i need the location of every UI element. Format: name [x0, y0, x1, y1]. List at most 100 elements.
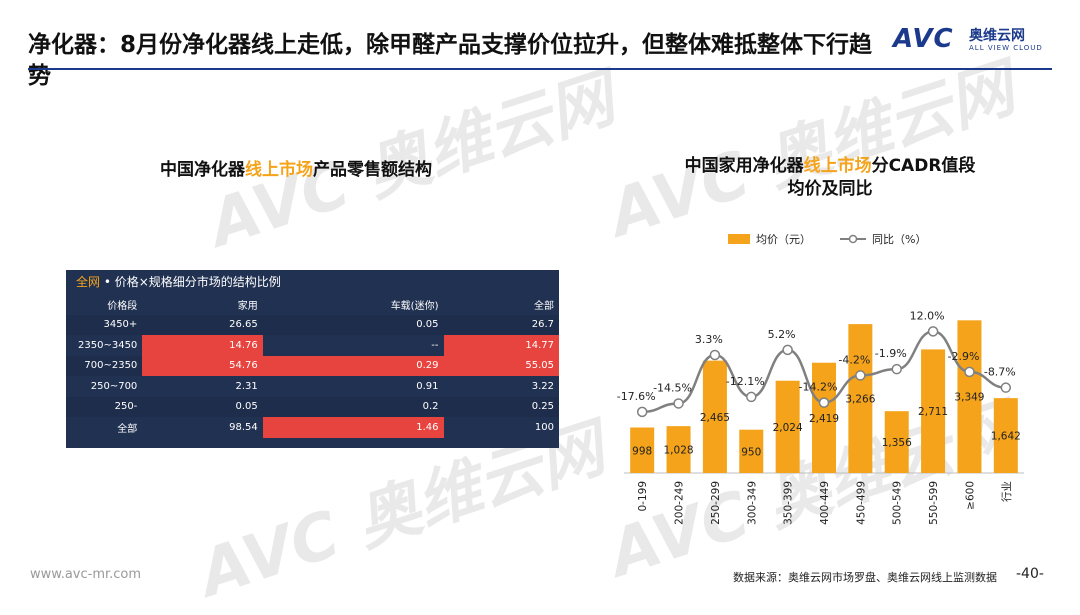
right-panel-title: 中国家用净化器线上市场分CADR值段 均价及同比	[684, 156, 976, 199]
bar-10	[993, 398, 1018, 473]
yoy-point-4	[782, 344, 793, 356]
yoy-point-5	[818, 397, 830, 408]
table-cell: 2.31	[235, 380, 258, 392]
table-cell: 26.7	[443, 314, 559, 335]
table-header: 车载(迷你)	[390, 300, 439, 312]
x-tick-label-7: 500-549	[892, 481, 904, 525]
yoy-label-7: -1.9%	[875, 347, 907, 360]
yoy-point-6	[855, 370, 866, 381]
yoy-label-10: -8.7%	[984, 366, 1016, 379]
table-cell: 2350~3450	[78, 339, 138, 351]
x-tick-label-0: 0-199	[637, 481, 649, 512]
yoy-point-9	[964, 366, 975, 378]
yoy-label-0: -17.6%	[617, 390, 656, 403]
bar-4	[775, 380, 800, 473]
yoy-label-2: 3.3%	[695, 333, 723, 346]
bar-label-1: 1,028	[664, 445, 694, 457]
yoy-point-8	[927, 326, 939, 337]
table-cell-highlight: 54.76	[142, 355, 263, 376]
bar-8	[921, 349, 946, 473]
table-cell: 3.22	[531, 380, 554, 392]
table: 价格段 家用 车载(迷你) 全部 3450+ 26.65 0.05 26.7 2…	[66, 294, 559, 438]
table-row: 2350~3450 14.76 -- 14.77	[66, 335, 559, 356]
table-cell-highlight: 55.05	[443, 355, 559, 376]
bar-label-8: 2,711	[918, 406, 948, 418]
table-cell: 700~2350	[66, 355, 143, 376]
page-number: -40-	[1016, 566, 1044, 582]
x-tick-label-5: 400-449	[819, 481, 831, 525]
bar-1	[666, 426, 691, 473]
table-header: 价格段	[107, 300, 138, 312]
bar-label-3: 950	[741, 446, 761, 458]
yoy-point-2	[709, 349, 721, 361]
yoy-label-5: -14.2%	[799, 381, 838, 394]
bar-9	[957, 320, 982, 473]
bar-label-5: 2,419	[809, 413, 839, 425]
table-cell: 100	[534, 421, 554, 433]
table-row: 250~700 2.31 0.91 3.22	[66, 376, 559, 397]
yoy-label-6: -4.2%	[838, 353, 870, 366]
logo-en-text: ALL VIEW CLOUD	[969, 44, 1043, 52]
table-cell-highlight: 14.76	[142, 335, 263, 356]
yoy-label-4: 5.2%	[768, 328, 796, 341]
table-cell-highlight: 1.46	[262, 417, 444, 438]
yoy-point-0	[636, 406, 648, 418]
title-divider	[28, 68, 1052, 70]
cadr-price-chart: 均价（元） 同比（%） 998 0-199 1,028 200-249 2,465 250-2…	[617, 233, 1024, 525]
bar-label-7: 1,356	[882, 437, 912, 449]
table-cell-highlight: 0.29	[262, 355, 444, 376]
legend-label-line: 同比（%）	[872, 233, 926, 246]
table-cell: 3450+	[66, 314, 143, 335]
data-source: 数据来源：奥维云网市场罗盘、奥维云网线上监测数据	[733, 571, 997, 584]
bar-label-10: 1,642	[991, 431, 1021, 443]
logo: AVC 奥维云网 ALL VIEW CLOUD	[893, 24, 1063, 56]
table-cell: 0.05	[262, 314, 444, 335]
yoy-label-8: 12.0%	[910, 309, 945, 322]
bar-2	[702, 360, 727, 473]
x-tick-label-10: 行业	[1000, 481, 1013, 502]
bar-6	[848, 324, 873, 473]
table-row: 3450+ 26.65 0.05 26.7	[66, 314, 559, 335]
page-title: 净化器：8月份净化器线上走低，除甲醛产品支撑价位拉升，但整体难抵整体下行趋势	[28, 32, 873, 89]
bar-label-9: 3,349	[954, 392, 984, 404]
bar-5	[812, 362, 836, 473]
x-tick-label-1: 200-249	[674, 481, 686, 525]
yoy-point-7	[891, 363, 902, 375]
bar-label-6: 3,266	[845, 394, 875, 406]
yoy-point-1	[673, 398, 684, 409]
table-header: 全部	[534, 300, 554, 312]
x-tick-label-2: 250-299	[710, 481, 722, 525]
table-row: 700~2350 54.76 0.29 55.05	[66, 355, 559, 376]
x-tick-label-9: ≥600	[964, 481, 976, 510]
x-tick-label-6: 450-499	[855, 481, 867, 525]
table-header: 家用	[237, 300, 258, 312]
legend-label-bar: 均价（元）	[756, 233, 811, 246]
retail-structure-table: 全网 • 价格×规格细分市场的结构比例 价格段 家用 车载(迷你) 全部 345…	[66, 270, 559, 448]
yoy-label-9: -2.9%	[947, 350, 979, 363]
table-cell: 0.2	[262, 396, 444, 417]
x-tick-label-8: 550-599	[928, 481, 940, 525]
legend-swatch-bar	[728, 234, 750, 244]
table-cell-highlight: 14.77	[443, 335, 559, 356]
legend-marker-line	[848, 234, 858, 244]
table-cell: 26.65	[142, 314, 263, 335]
table-cell: 0.25	[443, 396, 559, 417]
table-row: 全部 98.54 1.46 100	[66, 417, 559, 438]
yoy-point-3	[746, 391, 757, 403]
table-cell: 98.54	[229, 421, 258, 433]
logo-cn-text: 奥维云网	[969, 28, 1025, 44]
table-cell: 0.91	[416, 380, 439, 392]
table-cell: 0.05	[142, 396, 263, 417]
table-cell: --	[431, 339, 439, 351]
table-caption: 全网 • 价格×规格细分市场的结构比例	[76, 275, 281, 289]
yoy-label-3: -12.1%	[726, 375, 765, 388]
table-cell: 250~700	[90, 380, 138, 392]
table-cell: 全部	[117, 423, 138, 435]
bar-0	[630, 427, 655, 473]
logo-mark: AVC	[893, 24, 954, 54]
yoy-point-10	[1000, 382, 1012, 393]
table-cell: 250-	[66, 396, 143, 417]
bar-3	[739, 429, 764, 473]
website-url[interactable]: www.avc-mr.com	[30, 567, 142, 582]
yoy-label-1: -14.5%	[653, 381, 692, 394]
